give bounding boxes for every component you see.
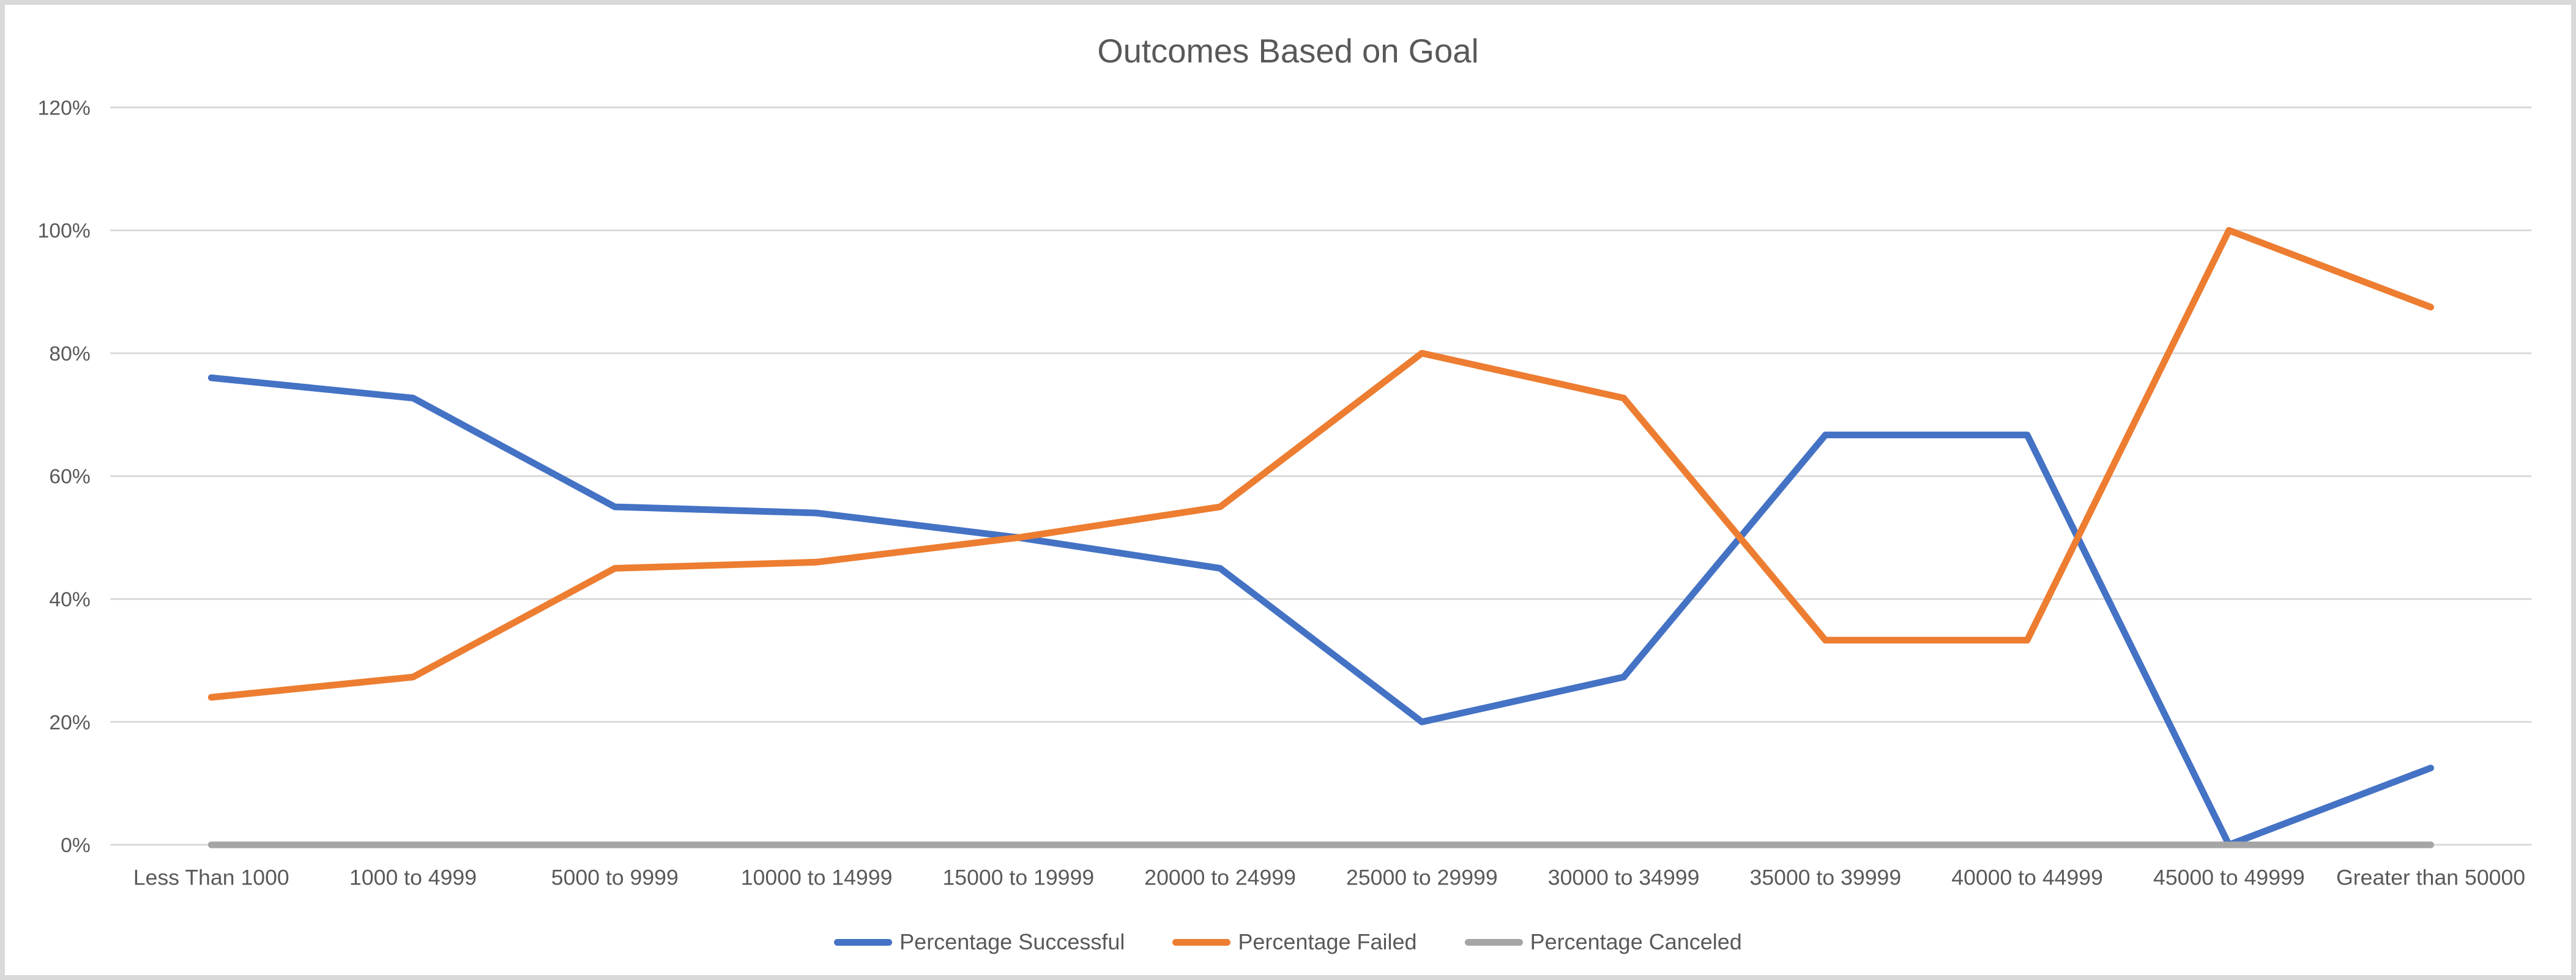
x-axis-tick-label: Less Than 1000 [133, 865, 289, 889]
x-axis-tick-label: 25000 to 29999 [1346, 865, 1498, 889]
chart-title[interactable]: Outcomes Based on Goal [1097, 32, 1478, 70]
legend-line-marker-icon [1172, 938, 1231, 946]
series-lines-group [207, 226, 2435, 848]
x-axis-tick-label: 15000 to 19999 [943, 865, 1095, 889]
y-axis-tick-label: 120% [38, 97, 91, 119]
y-axis-tick-label: 40% [49, 588, 90, 611]
legend-line-marker-icon [834, 938, 893, 946]
y-axis-tick-label: 0% [61, 834, 91, 857]
legend-item-percentage-failed[interactable]: Percentage Failed [1172, 929, 1417, 955]
legend-item-percentage-successful[interactable]: Percentage Successful [834, 929, 1125, 955]
legend-label: Percentage Canceled [1530, 929, 1742, 954]
x-axis-tick-label: 35000 to 39999 [1750, 865, 1902, 889]
x-axis-tick-label: 1000 to 4999 [349, 865, 477, 889]
legend-label: Percentage Failed [1238, 929, 1417, 954]
y-axis-tick-label: 60% [49, 466, 90, 488]
x-axis-tick-label: Greater than 50000 [2336, 865, 2525, 889]
x-axis-tick-label: 20000 to 24999 [1144, 865, 1296, 889]
x-axis-tick-labels: Less Than 1000 1000 to 4999 5000 to 9999 10… [133, 865, 2525, 889]
legend-label: Percentage Successful [899, 929, 1125, 954]
series-line-percentage-successful[interactable] [207, 374, 2435, 848]
legend-item-percentage-canceled[interactable]: Percentage Canceled [1464, 929, 1742, 955]
x-axis-tick-label: 45000 to 49999 [2153, 865, 2305, 889]
legend: Percentage Successful Percentage Failed Pe… [5, 926, 2571, 958]
x-axis-tick-label: 5000 to 9999 [551, 865, 679, 889]
y-axis-tick-label: 80% [49, 343, 90, 365]
x-axis-tick-label: 10000 to 14999 [741, 865, 893, 889]
y-axis-tick-labels: 0% 20% 40% 60% 80% 100% 120% [38, 97, 91, 857]
series-line-percentage-failed[interactable] [207, 226, 2435, 701]
gridlines-group [110, 107, 2532, 846]
y-axis-tick-label: 20% [49, 711, 90, 734]
chart-canvas: 0% 20% 40% 60% 80% 100% 120% Less Than 1000 100… [38, 32, 2532, 889]
y-axis-tick-label: 100% [38, 220, 91, 242]
x-axis-tick-label: 30000 to 34999 [1548, 865, 1700, 889]
x-axis-tick-label: 40000 to 44999 [1951, 865, 2103, 889]
legend-line-marker-icon [1464, 938, 1523, 946]
